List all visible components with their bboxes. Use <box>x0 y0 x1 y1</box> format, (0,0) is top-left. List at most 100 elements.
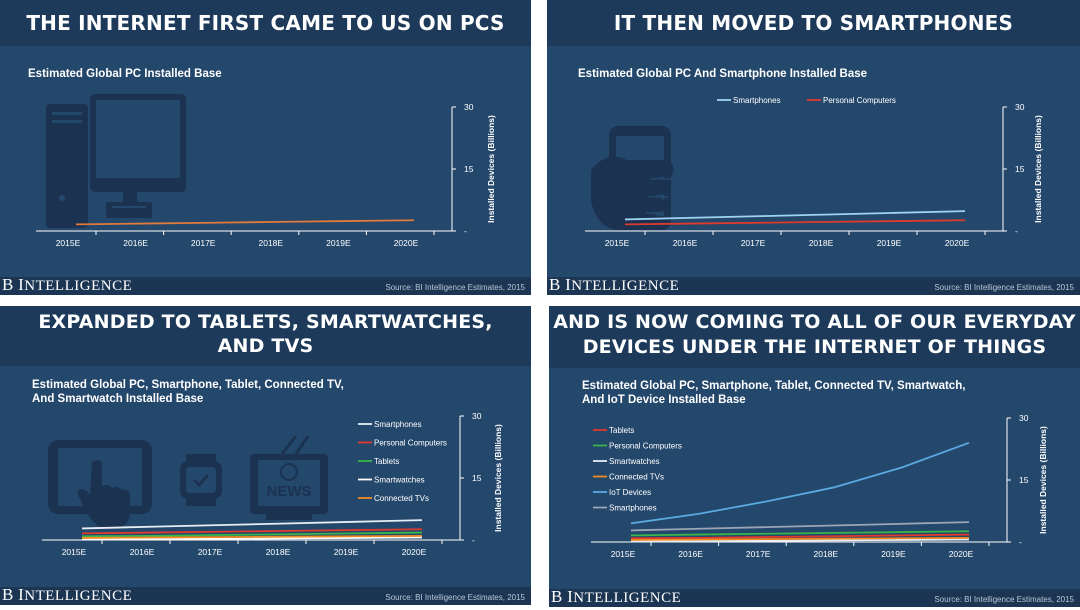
brand-i: I <box>567 587 574 606</box>
x-tick-label: 2015E <box>62 547 87 557</box>
brand-logo: B INTELLIGENCE <box>549 275 679 295</box>
legend-label: Tablets <box>374 457 399 466</box>
legend-label: Smartphones <box>609 504 657 513</box>
series-line-smartphones <box>624 210 966 221</box>
brand-word: NTELLIGENCE <box>24 588 133 604</box>
x-tick-label: 2017E <box>198 547 223 557</box>
chart-iot: 2015E 2016E 2017E 2018E 2019E 2020E 30 15 - Insta… <box>591 413 1048 559</box>
news-tv-icon: NEWS <box>250 435 328 520</box>
legend-label: Connected TVs <box>609 473 664 482</box>
x-tick-label: 2018E <box>814 549 839 559</box>
x-tick-label: 2015E <box>605 238 630 248</box>
legend-label: Smartwatches <box>609 457 660 466</box>
source-note: Source: BI Intelligence Estimates, 2015 <box>385 593 525 602</box>
series-line-connected-tvs <box>81 534 423 539</box>
smartphone-hand-icon <box>591 126 674 230</box>
tablet-hand-icon <box>48 440 152 527</box>
series-line-smartphones <box>630 521 970 532</box>
y-axis-title: Installed Devices (Billions) <box>1033 115 1043 223</box>
news-text: NEWS <box>267 483 312 500</box>
chart-title-line: Estimated Global PC And Smartphone Insta… <box>578 68 868 80</box>
panel-pcs: THE INTERNET FIRST CAME TO US ON PCS Est… <box>0 0 531 295</box>
legend-label: Connected TVs <box>374 494 429 503</box>
y-tick-label: 15 <box>1019 475 1029 485</box>
panel-heading: EXPANDED TO TABLETS, SMARTWATCHES, AND T… <box>0 306 531 366</box>
heading-line: IT THEN MOVED TO SMARTPHONES <box>613 11 1014 35</box>
series-line-tablets <box>630 533 970 540</box>
x-tick-label: 2019E <box>877 238 902 248</box>
x-tick-label: 2017E <box>741 238 766 248</box>
source-note: Source: BI Intelligence Estimates, 2015 <box>385 283 525 292</box>
panel-tablets-watches-tvs: EXPANDED TO TABLETS, SMARTWATCHES, AND T… <box>0 306 531 605</box>
footer: B INTELLIGENCE Source: BI Intelligence E… <box>0 585 531 605</box>
y-tick-label: 30 <box>1015 102 1025 112</box>
legend-label: Smartphones <box>374 420 422 429</box>
y-axis-title: Installed Devices (Billions) <box>1038 426 1048 534</box>
brand-word: NTELLIGENCE <box>573 590 682 606</box>
chart-title: Estimated Global PC, Smartphone, Tablet,… <box>582 379 965 407</box>
x-tick-label: 2020E <box>945 238 970 248</box>
chart-title-line: And IoT Device Installed Base <box>582 394 746 406</box>
brand-word: NTELLIGENCE <box>24 278 133 294</box>
x-tick-label: 2016E <box>673 238 698 248</box>
x-tick-label: 2015E <box>56 238 81 248</box>
y-tick-label: 30 <box>1019 413 1029 423</box>
y-axis-title: Installed Devices (Billions) <box>486 115 496 223</box>
legend-label: IoT Devices <box>609 488 651 497</box>
brand-b: B <box>551 587 563 606</box>
x-tick-label: 2016E <box>123 238 148 248</box>
legend-label: Personal Computers <box>823 96 896 105</box>
series-line-smartwatches <box>81 536 423 541</box>
chart-title-line: Estimated Global PC, Smartphone, Tablet,… <box>32 379 344 391</box>
series-line-iot-devices <box>630 441 970 525</box>
brand-word: NTELLIGENCE <box>571 278 680 294</box>
legend-label: Tablets <box>609 426 634 435</box>
footer: B INTELLIGENCE Source: BI Intelligence E… <box>549 587 1080 607</box>
series-line-connected-tvs <box>630 536 970 541</box>
series-line-smartphones <box>81 519 423 530</box>
heading-line: EXPANDED TO TABLETS, SMARTWATCHES, <box>38 311 493 333</box>
x-tick-label: 2018E <box>809 238 834 248</box>
x-tick-label: 2020E <box>394 238 419 248</box>
y-tick-label: - <box>1019 537 1022 547</box>
x-tick-label: 2019E <box>881 549 906 559</box>
brand-i: I <box>18 275 25 294</box>
x-tick-label: 2018E <box>266 547 291 557</box>
y-tick-label: 15 <box>472 473 482 483</box>
series-line-personal-computers <box>81 528 423 535</box>
footer: B INTELLIGENCE Source: BI Intelligence E… <box>0 275 531 295</box>
heading-line: DEVICES UNDER THE INTERNET OF THINGS <box>582 336 1047 358</box>
series-line-personal-computers <box>624 219 966 226</box>
brand-b: B <box>549 275 561 294</box>
heading-line: AND TVS <box>217 335 314 357</box>
smartwatch-icon <box>180 454 222 506</box>
series-line-smartwatches <box>630 538 970 543</box>
chart-title-line: And Smartwatch Installed Base <box>32 393 204 405</box>
chart-title: Estimated Global PC Installed Base <box>28 67 222 81</box>
y-tick-label: 30 <box>464 102 474 112</box>
brand-logo: B INTELLIGENCE <box>2 275 132 295</box>
source-note: Source: BI Intelligence Estimates, 2015 <box>934 595 1074 604</box>
brand-i: I <box>565 275 572 294</box>
y-tick-label: 15 <box>464 164 474 174</box>
source-note: Source: BI Intelligence Estimates, 2015 <box>934 283 1074 292</box>
panel-heading: IT THEN MOVED TO SMARTPHONES <box>547 0 1080 46</box>
chart-title: Estimated Global PC, Smartphone, Tablet,… <box>32 378 344 406</box>
brand-b: B <box>2 585 14 604</box>
chart-pc-smartphone: 2015E 2016E 2017E 2018E 2019E 2020E 30 15 - Insta… <box>585 96 1043 248</box>
brand-i: I <box>18 585 25 604</box>
legend-label: Smartwatches <box>374 476 425 485</box>
x-tick-label: 2017E <box>191 238 216 248</box>
x-tick-label: 2015E <box>611 549 636 559</box>
brand-b: B <box>2 275 14 294</box>
chart-title-line: Estimated Global PC, Smartphone, Tablet,… <box>582 380 966 392</box>
x-tick-label: 2019E <box>326 238 351 248</box>
panel-iot: AND IS NOW COMING TO ALL OF OUR EVERYDAY… <box>549 306 1080 607</box>
y-tick-label: - <box>472 535 475 545</box>
x-tick-label: 2019E <box>334 547 359 557</box>
legend-label: Personal Computers <box>609 442 682 451</box>
x-tick-label: 2016E <box>130 547 155 557</box>
heading-line: AND IS NOW COMING TO ALL OF OUR EVERYDAY <box>553 311 1076 333</box>
brand-logo: B INTELLIGENCE <box>2 585 132 605</box>
x-tick-label: 2020E <box>402 547 427 557</box>
